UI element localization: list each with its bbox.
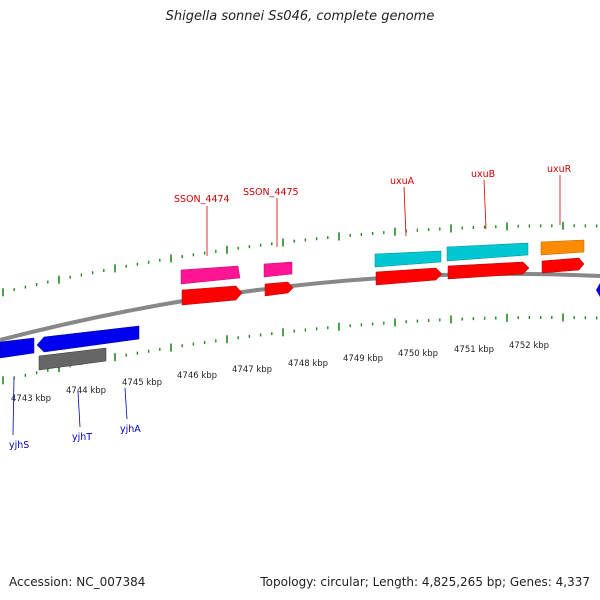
gene-block-uxuR[interactable] xyxy=(540,239,585,274)
scale-label: 4751 kbp xyxy=(454,345,494,355)
gene-label-sson-4474[interactable]: SSON_4474 xyxy=(174,194,230,205)
leader-line xyxy=(403,186,407,237)
scale-label: 4752 kbp xyxy=(509,341,549,351)
scale-label: 4748 kbp xyxy=(288,359,328,369)
gene-label-uxuR[interactable]: uxuR xyxy=(547,164,572,175)
map-title: Shigella sonnei Ss046, complete genome xyxy=(165,9,435,24)
leader-line xyxy=(124,387,128,420)
leader-line xyxy=(12,377,15,436)
reverse-tick-ring xyxy=(2,313,598,385)
scale-label: 4743 kbp xyxy=(11,394,51,404)
gene-block-sson-4474[interactable] xyxy=(180,265,243,306)
scale-label: 4750 kbp xyxy=(398,349,438,359)
leader-line xyxy=(77,391,81,428)
gene-label-uxuB[interactable]: uxuB xyxy=(471,169,495,180)
gene-label-uxuA[interactable]: uxuA xyxy=(390,176,415,187)
gene-block-yjhS[interactable] xyxy=(0,337,35,359)
gene-label-yjhS[interactable]: yjhS xyxy=(9,440,29,451)
scale-label: 4745 kbp xyxy=(122,378,162,388)
gene-label-sson-4475[interactable]: SSON_4475 xyxy=(243,187,299,198)
gene-block-uxuA[interactable] xyxy=(374,250,443,286)
gene-block-yjhA[interactable] xyxy=(36,325,140,371)
scale-label: 4746 kbp xyxy=(177,371,217,381)
gene-block-sson-4475[interactable] xyxy=(263,261,294,297)
genome-summary: Topology: circular; Length: 4,825,265 bp… xyxy=(260,575,590,589)
scale-label: 4747 kbp xyxy=(232,365,272,375)
gene-block-uxuB[interactable] xyxy=(446,242,530,280)
forward-tick-ring xyxy=(2,221,598,297)
scale-label: 4744 kbp xyxy=(66,386,106,396)
gene-label-yjhT[interactable]: yjhT xyxy=(72,432,92,443)
genome-backbone xyxy=(0,271,600,342)
gene-label-yjhA[interactable]: yjhA xyxy=(120,424,141,435)
gene-block-right-edge[interactable] xyxy=(596,283,600,297)
accession-label: Accession: NC_007384 xyxy=(9,575,146,589)
scale-label: 4749 kbp xyxy=(343,354,383,364)
leader-line xyxy=(483,179,487,230)
